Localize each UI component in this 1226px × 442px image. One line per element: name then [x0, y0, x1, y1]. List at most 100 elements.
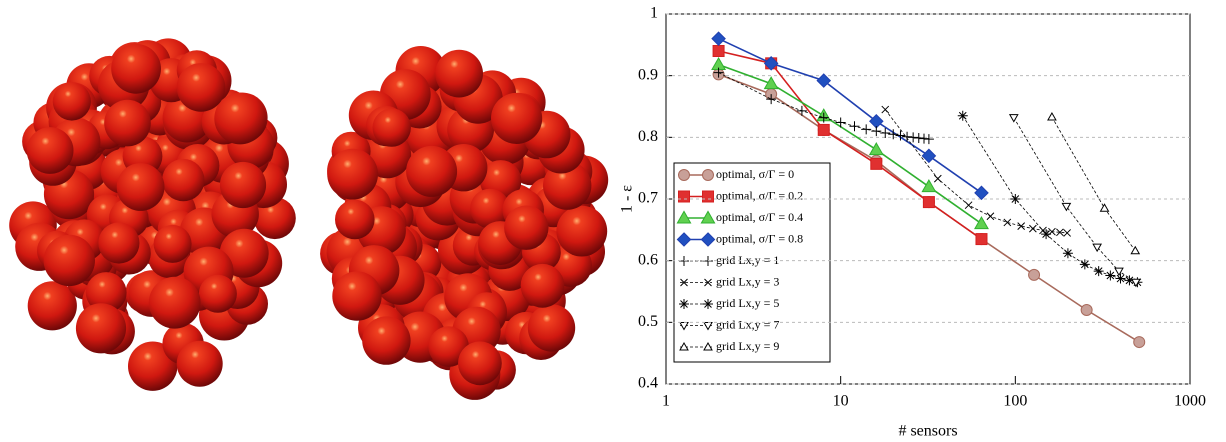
sphere: [219, 161, 267, 209]
marker: [880, 128, 891, 139]
sphere: [75, 303, 127, 354]
marker: [964, 201, 973, 210]
series-line: [962, 115, 1138, 283]
sphere: [98, 222, 140, 264]
marker: [913, 132, 924, 143]
marker: [921, 179, 937, 193]
marker: [1047, 111, 1057, 121]
x-tick-label: 1000: [1174, 393, 1206, 410]
sphere: [504, 205, 549, 250]
marker: [678, 169, 690, 181]
legend-label: grid Lx,y = 9: [716, 339, 779, 353]
y-tick-label: 0.7: [638, 190, 658, 207]
marker: [923, 134, 934, 145]
sphere: [198, 274, 237, 313]
sphere: [327, 148, 378, 200]
marker: [816, 73, 832, 88]
legend: optimal, σ/Γ = 0 optimal, σ/Γ = 0.2 optima…: [673, 162, 831, 363]
sphere: [214, 92, 267, 145]
sphere: [176, 340, 223, 387]
legend-label: grid Lx,y = 5: [716, 296, 779, 310]
marker: [975, 233, 988, 246]
marker: [1133, 336, 1146, 349]
marker: [908, 132, 919, 143]
marker: [1093, 266, 1104, 277]
legend-label: optimal, σ/Γ = 0.2: [716, 188, 803, 202]
sphere: [556, 205, 608, 257]
marker: [1124, 275, 1135, 286]
y-tick-label: 0.5: [638, 313, 658, 330]
series-line: [718, 37, 982, 194]
marker: [957, 110, 968, 121]
marker: [700, 232, 716, 247]
sphere: [372, 108, 411, 147]
marker: [703, 299, 713, 309]
sphere: [162, 158, 205, 202]
marker: [1105, 270, 1116, 281]
marker: [1061, 202, 1072, 212]
legend-label: grid Lx,y = 7: [716, 317, 779, 331]
marker: [702, 169, 714, 181]
marker: [702, 190, 714, 203]
sphere: [470, 188, 510, 229]
marker: [881, 105, 890, 114]
marker: [1028, 268, 1041, 281]
y-tick-label: 0.8: [638, 128, 658, 145]
marker: [1115, 273, 1126, 284]
sphere: [428, 326, 469, 367]
sphere-cluster: [9, 38, 609, 400]
series-line: [884, 109, 1068, 234]
marker: [888, 129, 899, 140]
marker: [871, 126, 882, 137]
marker: [1062, 248, 1073, 259]
marker: [679, 299, 689, 309]
y-tick-label: 0.6: [638, 251, 658, 268]
sphere: [335, 199, 375, 240]
marker: [712, 45, 725, 57]
marker: [1063, 229, 1072, 237]
sphere: [27, 281, 77, 331]
sphere: [111, 43, 161, 94]
legend-label: grid Lx,y = 3: [716, 274, 779, 288]
marker: [1056, 228, 1064, 237]
series-line: [718, 50, 982, 240]
sphere: [406, 145, 458, 197]
marker: [1114, 267, 1124, 277]
sphere: [458, 341, 502, 386]
marker: [870, 157, 883, 170]
x-axis-label: # sensors: [898, 423, 957, 440]
chart: # sensors 1 - ε optimal, σ/Γ = 0optimal,…: [619, 5, 1206, 440]
marker: [680, 278, 688, 287]
marker: [974, 216, 989, 230]
sphere: [43, 234, 95, 287]
marker: [1099, 203, 1110, 212]
marker: [921, 148, 937, 164]
marker: [919, 133, 930, 144]
marker: [1131, 278, 1141, 288]
marker: [711, 31, 726, 46]
sphere: [104, 99, 151, 147]
marker: [895, 130, 906, 141]
sphere: [543, 161, 592, 210]
marker: [704, 278, 712, 287]
marker: [766, 94, 777, 105]
sphere: [520, 263, 565, 308]
marker: [1003, 218, 1012, 227]
marker: [869, 113, 884, 129]
marker: [1092, 243, 1103, 253]
marker: [703, 341, 713, 351]
marker: [1017, 222, 1026, 230]
legend-label: optimal, σ/Γ = 0.8: [716, 231, 803, 245]
marker: [974, 185, 989, 201]
sphere: [153, 224, 192, 263]
sphere: [26, 127, 74, 174]
y-axis-label: 1 - ε: [619, 185, 636, 213]
marker: [679, 341, 689, 351]
sphere: [332, 271, 382, 321]
x-tick-label: 1: [662, 393, 670, 410]
sphere: [176, 63, 226, 112]
marker: [868, 142, 884, 156]
marker: [796, 105, 807, 116]
marker: [1010, 194, 1021, 204]
marker: [1008, 114, 1019, 123]
